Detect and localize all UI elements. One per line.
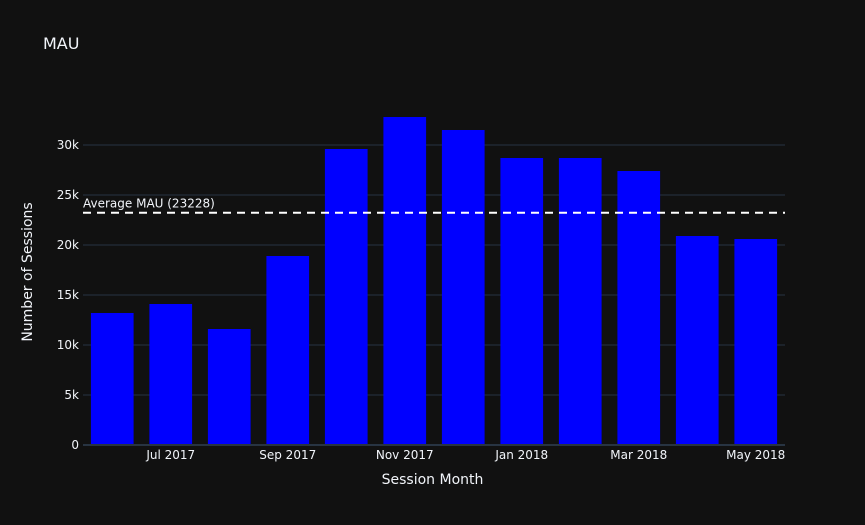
bar — [266, 256, 310, 445]
bar — [207, 329, 251, 445]
bar — [149, 304, 193, 445]
chart-title: MAU — [43, 34, 80, 53]
x-axis-title: Session Month — [381, 472, 484, 488]
y-tick-label: 15k — [57, 288, 79, 302]
x-tick-label: Mar 2018 — [610, 448, 667, 462]
bar — [617, 171, 661, 445]
bar — [90, 313, 134, 445]
bar — [383, 117, 427, 445]
bar — [324, 149, 368, 445]
y-tick-label: 0 — [71, 438, 79, 452]
x-tick-label: Nov 2017 — [376, 448, 434, 462]
bar — [441, 130, 485, 445]
y-axis-title: Number of Sessions — [20, 202, 36, 342]
average-line-label: Average MAU (23228) — [83, 197, 215, 211]
x-tick-label: Sep 2017 — [259, 448, 316, 462]
bar — [675, 236, 719, 445]
bar — [500, 158, 544, 445]
x-tick-label: Jul 2017 — [145, 448, 195, 462]
y-tick-label: 10k — [57, 338, 79, 352]
y-tick-label: 25k — [57, 188, 79, 202]
y-tick-label: 20k — [57, 238, 79, 252]
bar — [734, 239, 778, 445]
x-tick-label: May 2018 — [726, 448, 785, 462]
y-tick-label: 5k — [64, 388, 79, 402]
y-tick-label: 30k — [57, 138, 79, 152]
x-tick-label: Jan 2018 — [494, 448, 548, 462]
bar — [558, 158, 602, 445]
